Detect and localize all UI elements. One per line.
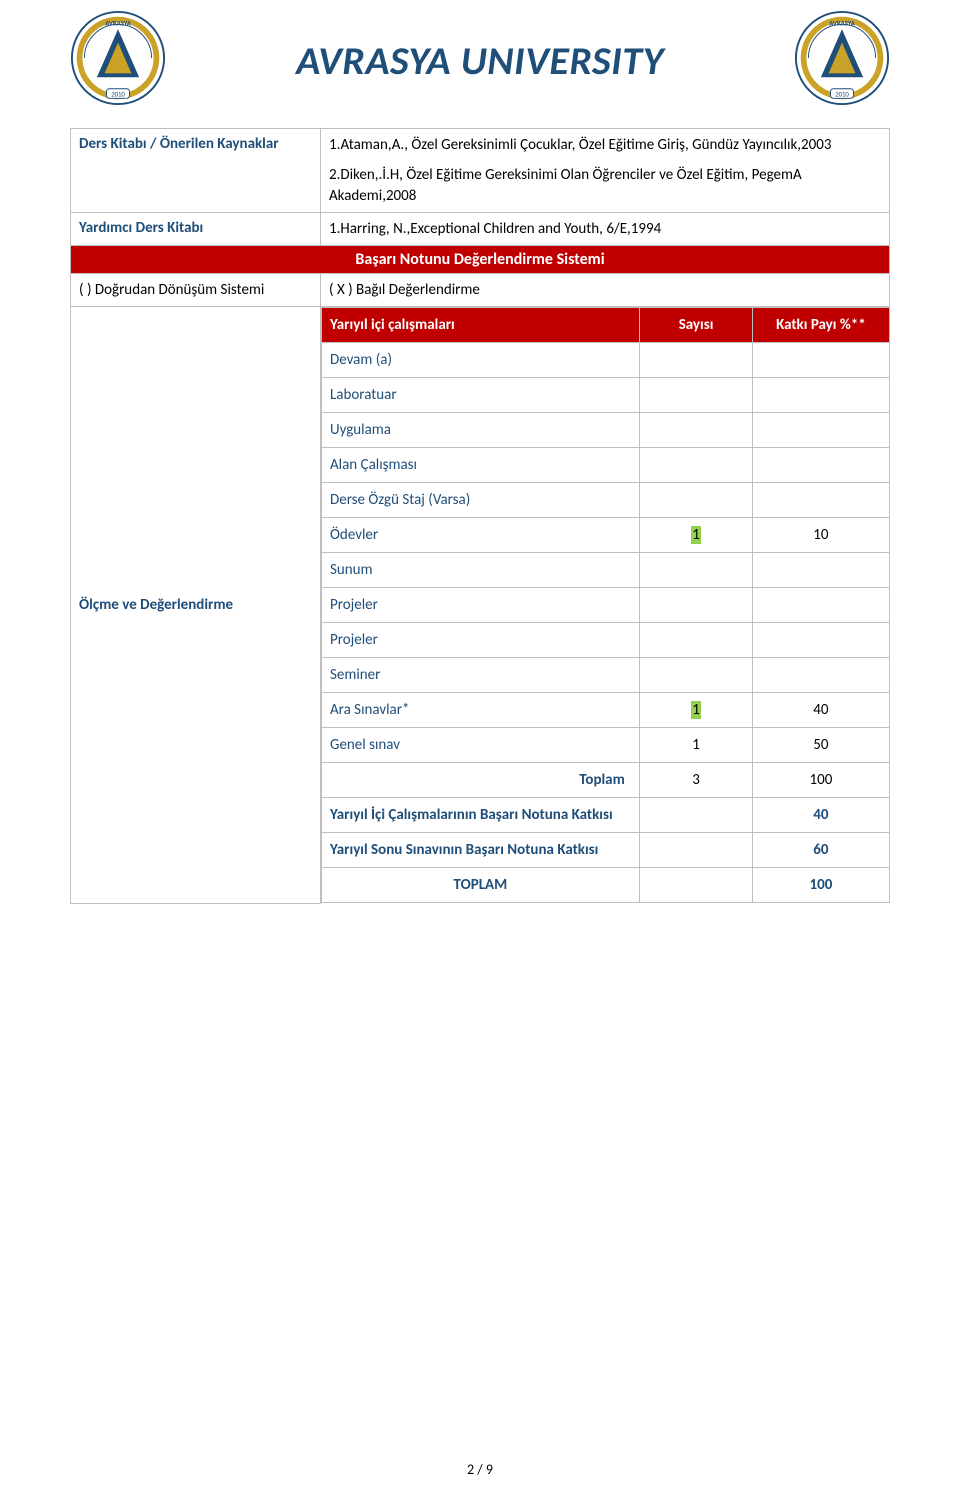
table-row: Ders Kitabı / Önerilen Kaynaklar 1.Atama… xyxy=(71,129,890,213)
activity-weight xyxy=(753,378,889,413)
system-relative: ( X ) Bağıl Değerlendirme xyxy=(321,274,890,307)
col-count: Sayısı xyxy=(639,308,753,343)
activity-label: Derse Özgü Staj (Varsa) xyxy=(322,483,640,518)
svg-text:2010: 2010 xyxy=(111,90,125,98)
svg-text:AVRASYA: AVRASYA xyxy=(829,19,856,27)
page-title: AVRASYA UNIVERSITY xyxy=(296,36,664,85)
assessment-row: Laboratuar xyxy=(322,378,890,413)
activity-count: 1 xyxy=(639,518,753,553)
activity-label: Projeler xyxy=(322,588,640,623)
assessment-row: Seminer xyxy=(322,658,890,693)
reference-1: 1.Ataman,A., Özel Gereksinimli Çocuklar,… xyxy=(329,135,881,155)
activity-count xyxy=(639,413,753,448)
activity-label: Devam (a) xyxy=(322,343,640,378)
assessment-row: Ödevler110 xyxy=(322,518,890,553)
activity-label: Seminer xyxy=(322,658,640,693)
midterm-contrib-label: Yarıyıl İçi Çalışmalarının Başarı Notuna… xyxy=(322,798,640,833)
activity-label: Uygulama xyxy=(322,413,640,448)
activity-label: Laboratuar xyxy=(322,378,640,413)
activity-weight xyxy=(753,483,889,518)
logo-left: AVRASYA 2010 xyxy=(70,10,166,106)
assessment-row: Projeler xyxy=(322,588,890,623)
page-number: 2 / 9 xyxy=(0,1461,960,1478)
recommended-books-label: Ders Kitabı / Önerilen Kaynaklar xyxy=(71,129,321,213)
info-table: Ders Kitabı / Önerilen Kaynaklar 1.Atama… xyxy=(70,128,890,904)
col-weight: Katkı Payı %** xyxy=(753,308,889,343)
grading-header: Başarı Notunu Değerlendirme Sistemi xyxy=(71,246,889,273)
col-activity: Yarıyıl içi çalışmaları xyxy=(322,308,640,343)
page-header: AVRASYA 2010 AVRASYA UNIVERSITY AVRASYA … xyxy=(70,10,890,120)
activity-label: Sunum xyxy=(322,553,640,588)
activity-count xyxy=(639,448,753,483)
activity-weight xyxy=(753,448,889,483)
activity-weight: 50 xyxy=(753,728,889,763)
activity-label: Ödevler xyxy=(322,518,640,553)
activity-weight xyxy=(753,553,889,588)
total-weight: 100 xyxy=(753,763,889,798)
activity-weight xyxy=(753,623,889,658)
grand-total-row: TOPLAM 100 xyxy=(322,868,890,903)
final-contrib-row: Yarıyıl Sonu Sınavının Başarı Notuna Kat… xyxy=(322,833,890,868)
total-row: Toplam 3 100 xyxy=(322,763,890,798)
activity-count xyxy=(639,553,753,588)
assessment-row: Devam (a) xyxy=(322,343,890,378)
svg-text:2010: 2010 xyxy=(835,90,849,98)
activity-count xyxy=(639,658,753,693)
activity-weight: 40 xyxy=(753,693,889,728)
activity-label: Projeler xyxy=(322,623,640,658)
activity-weight xyxy=(753,588,889,623)
system-direct: ( ) Doğrudan Dönüşüm Sistemi xyxy=(71,274,321,307)
activity-label: Ara Sınavlar* xyxy=(322,693,640,728)
assessment-side-label: Ölçme ve Değerlendirme xyxy=(71,307,321,904)
activity-count xyxy=(639,483,753,518)
table-row: Ölçme ve Değerlendirme Yarıyıl içi çalış… xyxy=(71,307,890,904)
university-seal-icon: AVRASYA 2010 xyxy=(794,10,890,106)
activity-label: Alan Çalışması xyxy=(322,448,640,483)
activity-count xyxy=(639,343,753,378)
assessment-row: Projeler xyxy=(322,623,890,658)
total-count: 3 xyxy=(639,763,753,798)
svg-text:AVRASYA: AVRASYA xyxy=(105,19,132,27)
activity-label: Genel sınav xyxy=(322,728,640,763)
page: AVRASYA 2010 AVRASYA UNIVERSITY AVRASYA … xyxy=(0,0,960,1496)
assessment-row: Alan Çalışması xyxy=(322,448,890,483)
assessment-row: Ara Sınavlar*140 xyxy=(322,693,890,728)
activity-count xyxy=(639,378,753,413)
logo-right: AVRASYA 2010 xyxy=(794,10,890,106)
assessment-row: Uygulama xyxy=(322,413,890,448)
grand-total-val: 100 xyxy=(753,868,889,903)
grand-total-label: TOPLAM xyxy=(322,868,640,903)
assessment-table: Yarıyıl içi çalışmaları Sayısı Katkı Pay… xyxy=(321,307,890,903)
table-row: Başarı Notunu Değerlendirme Sistemi xyxy=(71,246,890,274)
total-label: Toplam xyxy=(322,763,640,798)
aux-book-label: Yardımcı Ders Kitabı xyxy=(71,212,321,245)
activity-count: 1 xyxy=(639,728,753,763)
university-seal-icon: AVRASYA 2010 xyxy=(70,10,166,106)
midterm-contrib-val: 40 xyxy=(753,798,889,833)
table-row: Yardımcı Ders Kitabı 1.Harring, N.,Excep… xyxy=(71,212,890,245)
recommended-books-value: 1.Ataman,A., Özel Gereksinimli Çocuklar,… xyxy=(321,129,890,213)
assessment-head-row: Yarıyıl içi çalışmaları Sayısı Katkı Pay… xyxy=(322,308,890,343)
activity-weight xyxy=(753,413,889,448)
assessment-row: Derse Özgü Staj (Varsa) xyxy=(322,483,890,518)
assessment-row: Genel sınav150 xyxy=(322,728,890,763)
midterm-contrib-row: Yarıyıl İçi Çalışmalarının Başarı Notuna… xyxy=(322,798,890,833)
aux-book-value: 1.Harring, N.,Exceptional Children and Y… xyxy=(321,212,890,245)
activity-weight: 10 xyxy=(753,518,889,553)
activity-count xyxy=(639,623,753,658)
activity-count: 1 xyxy=(639,693,753,728)
activity-weight xyxy=(753,343,889,378)
final-contrib-label: Yarıyıl Sonu Sınavının Başarı Notuna Kat… xyxy=(322,833,640,868)
activity-weight xyxy=(753,658,889,693)
table-row: ( ) Doğrudan Dönüşüm Sistemi ( X ) Bağıl… xyxy=(71,274,890,307)
activity-count xyxy=(639,588,753,623)
final-contrib-val: 60 xyxy=(753,833,889,868)
reference-2: 2.Diken,.İ.H, Özel Eğitime Gereksinimi O… xyxy=(329,165,881,206)
assessment-row: Sunum xyxy=(322,553,890,588)
